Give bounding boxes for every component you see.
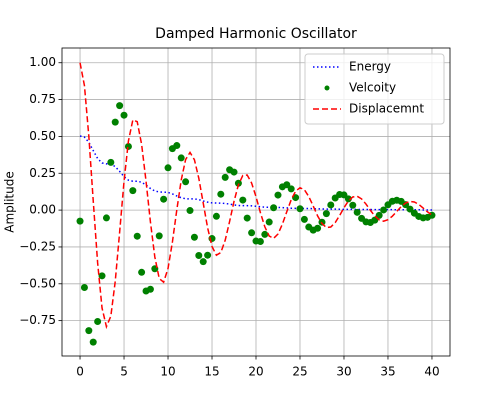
y-tick-label: −0.25 (19, 239, 56, 253)
scatter-point (296, 205, 304, 213)
scatter-point (98, 272, 106, 280)
scatter-point (177, 154, 185, 162)
scatter-point (195, 251, 203, 259)
scatter-point (186, 207, 194, 215)
y-tick-label: 0.75 (29, 92, 56, 106)
scatter-point (116, 102, 124, 110)
series-line (79, 62, 433, 330)
scatter-point (327, 201, 335, 209)
scatter-point (129, 187, 137, 195)
scatter-point (199, 258, 207, 266)
scatter-point (102, 214, 110, 222)
scatter-point (204, 251, 212, 259)
x-tick-label: 15 (204, 365, 219, 379)
scatter-point (270, 204, 278, 212)
scatter-point (261, 230, 269, 238)
y-tick-label: 0.25 (29, 166, 56, 180)
scatter-point (217, 190, 225, 198)
scatter-point (190, 233, 198, 241)
scatter-point (133, 232, 141, 240)
scatter-point (248, 229, 256, 237)
scatter-point (349, 201, 357, 209)
scatter-point (406, 205, 414, 213)
scatter-point (212, 212, 220, 220)
scatter-point (239, 196, 247, 204)
y-tick-label: −0.50 (19, 276, 56, 290)
axes-frame (61, 47, 451, 357)
scatter-point (274, 191, 282, 199)
y-tick-label: −0.75 (19, 313, 56, 327)
plot-area (76, 62, 436, 346)
scatter-point (160, 195, 168, 203)
scatter-point (111, 118, 119, 126)
x-tick-label: 5 (120, 365, 128, 379)
scatter-point (89, 338, 97, 346)
scatter-point (256, 237, 264, 245)
legend-box (304, 53, 445, 125)
scatter-point (76, 217, 84, 225)
scatter-point (138, 268, 146, 276)
series-line (79, 135, 432, 211)
y-axis-label: Amplitude (3, 171, 17, 233)
scatter-point (146, 285, 154, 293)
scatter-point (380, 206, 388, 214)
scatter-point (182, 178, 190, 186)
legend-label: Velcoity (349, 81, 396, 95)
scatter-point (230, 168, 238, 176)
scatter-point (80, 283, 88, 291)
scatter-point (173, 142, 181, 150)
y-tick-label: 0.00 (29, 203, 56, 217)
legend-marker (324, 85, 330, 91)
x-tick-label: 35 (380, 365, 395, 379)
scatter-point (120, 111, 128, 119)
x-tick-label: 30 (336, 365, 351, 379)
scatter-point (283, 181, 291, 189)
x-tick-label: 25 (292, 365, 307, 379)
scatter-point (243, 214, 251, 222)
chart-title: Damped Harmonic Oscillator (155, 26, 357, 42)
x-tick-label: 40 (424, 365, 439, 379)
scatter-point (265, 218, 273, 226)
y-tick-label: 1.00 (29, 55, 56, 69)
x-tick-label: 0 (76, 365, 84, 379)
x-tick-label: 10 (160, 365, 175, 379)
scatter-point (221, 173, 229, 181)
scatter-point (287, 185, 295, 193)
y-tick-label: 0.50 (29, 129, 56, 143)
scatter-point (107, 158, 115, 166)
legend-label: Displacemnt (349, 102, 424, 116)
scatter-point (344, 195, 352, 203)
scatter-point (322, 210, 330, 218)
scatter-point (94, 318, 102, 326)
scatter-point (85, 327, 93, 335)
scatter-point (164, 164, 172, 172)
legend-label: Energy (349, 60, 391, 74)
scatter-point (124, 142, 132, 150)
scatter-point (155, 232, 163, 240)
scatter-point (300, 215, 308, 223)
scatter-point (353, 208, 361, 216)
scatter-point (314, 224, 322, 232)
scatter-point (375, 211, 383, 219)
x-tick-label: 20 (248, 365, 263, 379)
